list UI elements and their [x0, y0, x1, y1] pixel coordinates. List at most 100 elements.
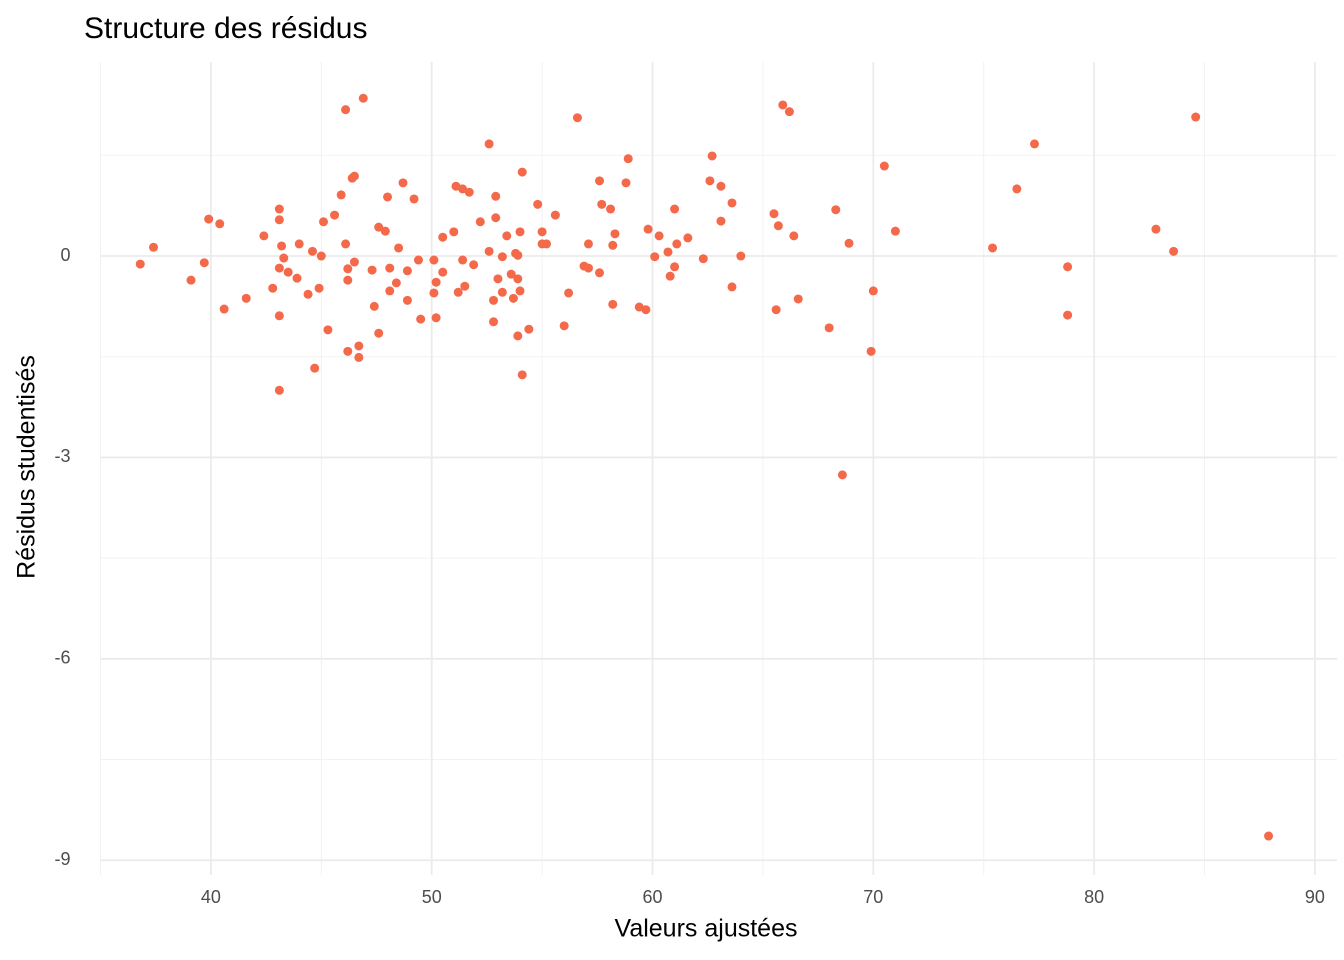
point	[469, 260, 479, 270]
point	[1063, 310, 1073, 320]
x-tick-label: 50	[422, 887, 442, 907]
point	[438, 232, 448, 242]
point	[135, 259, 145, 269]
point	[279, 253, 289, 263]
point	[383, 192, 393, 202]
point	[1169, 246, 1179, 256]
point	[608, 240, 618, 250]
point	[641, 305, 651, 315]
point	[277, 241, 287, 251]
point	[402, 295, 412, 305]
x-axis-label: Valeurs ajustées	[615, 915, 798, 943]
point	[204, 214, 214, 224]
x-tick-label: 70	[863, 887, 883, 907]
point	[683, 233, 693, 243]
point	[259, 231, 269, 241]
point	[623, 154, 633, 164]
point	[513, 274, 523, 284]
point	[513, 250, 523, 260]
point	[1151, 224, 1161, 234]
point	[773, 221, 783, 231]
point	[707, 151, 717, 161]
point	[385, 286, 395, 296]
point	[515, 227, 525, 237]
point	[517, 167, 527, 177]
point	[517, 370, 527, 380]
point	[716, 216, 726, 226]
point	[429, 255, 439, 265]
point	[506, 269, 516, 279]
point	[491, 191, 501, 201]
point	[307, 246, 317, 256]
point	[663, 247, 673, 257]
point	[1264, 831, 1274, 841]
point	[497, 287, 507, 297]
point	[314, 283, 324, 293]
point	[665, 271, 675, 281]
point	[336, 190, 346, 200]
point	[274, 385, 284, 395]
point	[1063, 262, 1073, 272]
point	[323, 325, 333, 335]
point	[464, 187, 474, 197]
point	[409, 194, 419, 204]
point	[670, 204, 680, 214]
point	[736, 251, 746, 261]
point	[844, 238, 854, 248]
point	[341, 105, 351, 115]
point	[583, 263, 593, 273]
point	[789, 231, 799, 241]
point	[793, 294, 803, 304]
point	[1191, 112, 1201, 122]
point	[727, 198, 737, 208]
point	[670, 262, 680, 272]
point	[374, 328, 384, 338]
point	[542, 239, 552, 249]
point	[391, 278, 401, 288]
x-tick-label: 40	[201, 887, 221, 907]
point	[515, 286, 525, 296]
point	[349, 171, 359, 181]
point	[890, 226, 900, 236]
point	[316, 251, 326, 261]
point	[606, 204, 616, 214]
point	[837, 470, 847, 480]
point	[458, 255, 468, 265]
y-tick-label: 0	[60, 245, 70, 265]
point	[274, 311, 284, 321]
point	[354, 341, 364, 351]
point	[475, 217, 485, 227]
point	[597, 199, 607, 209]
point	[484, 246, 494, 256]
point	[866, 346, 876, 356]
x-tick-label: 60	[642, 887, 662, 907]
point	[402, 266, 412, 276]
point	[524, 324, 534, 334]
point	[508, 293, 518, 303]
point	[502, 231, 512, 241]
point	[484, 139, 494, 149]
point	[784, 107, 794, 117]
point	[583, 239, 593, 249]
y-axis-label: Résidus studentisés	[13, 355, 41, 579]
point	[771, 305, 781, 315]
point	[394, 243, 404, 253]
point	[489, 317, 499, 327]
point	[431, 313, 441, 323]
point	[343, 264, 353, 274]
point	[241, 293, 251, 303]
point	[1029, 139, 1039, 149]
point	[199, 258, 209, 268]
point	[374, 222, 384, 232]
point	[453, 287, 463, 297]
point	[416, 314, 426, 324]
point	[319, 217, 329, 227]
point	[550, 210, 560, 220]
point	[341, 239, 351, 249]
point	[621, 178, 631, 188]
point	[460, 281, 470, 291]
point	[672, 239, 682, 249]
point	[398, 178, 408, 188]
